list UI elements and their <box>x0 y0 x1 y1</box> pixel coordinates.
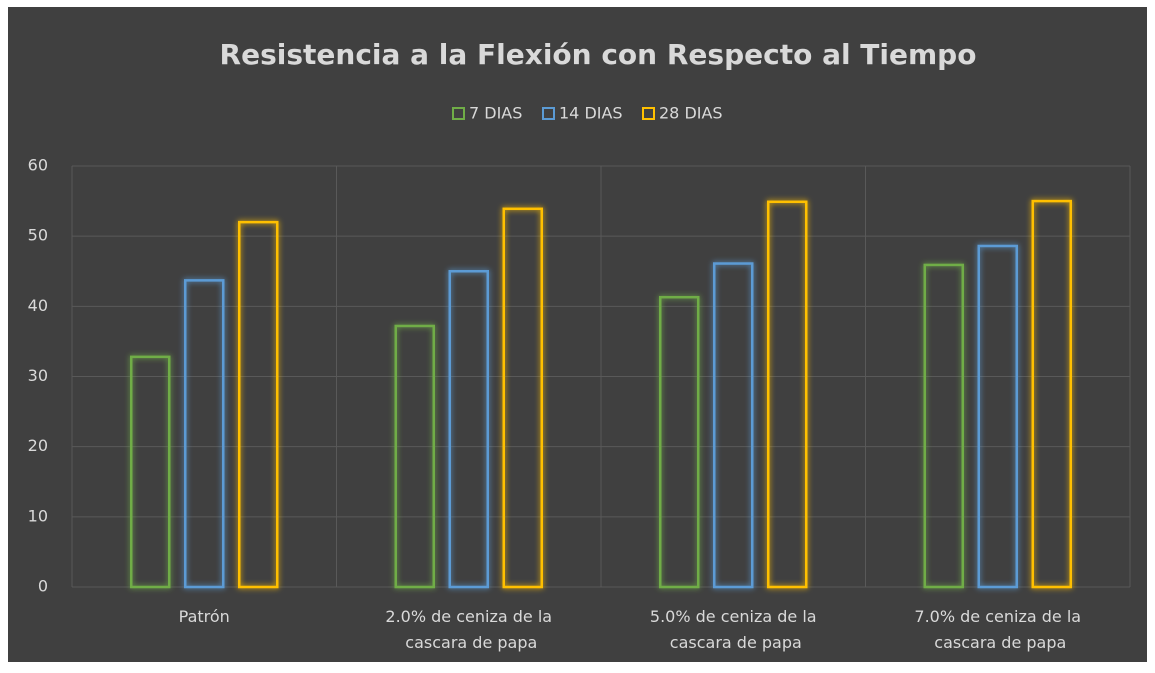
x-tick-label: Patrón <box>179 607 230 626</box>
bar <box>713 262 754 589</box>
bar <box>448 270 489 589</box>
chart-area <box>8 7 1147 662</box>
bar <box>767 200 808 589</box>
y-tick-label: 40 <box>28 296 48 315</box>
y-tick-label: 50 <box>28 226 48 245</box>
y-tick-label: 30 <box>28 366 48 385</box>
legend-label: 7 DIAS <box>469 104 522 123</box>
bar <box>1031 199 1072 589</box>
bar <box>394 324 435 589</box>
bar <box>130 355 171 589</box>
x-tick-label: 7.0% de ceniza de la cascara de papa <box>914 607 1081 652</box>
bar <box>184 279 225 589</box>
legend-label: 14 DIAS <box>559 104 623 123</box>
y-tick-label: 20 <box>28 436 48 455</box>
y-tick-label: 60 <box>28 156 48 175</box>
bar <box>923 263 964 589</box>
x-tick-label: 5.0% de ceniza de la cascara de papa <box>650 607 817 652</box>
bar <box>659 295 700 589</box>
bar <box>238 220 279 589</box>
chart-title: Resistencia a la Flexión con Respecto al… <box>220 38 977 71</box>
y-tick-label: 10 <box>28 506 48 525</box>
bar <box>977 244 1018 589</box>
legend-label: 28 DIAS <box>659 104 723 123</box>
legend-swatch <box>642 107 655 120</box>
y-tick-label: 0 <box>38 577 48 596</box>
x-tick-label: 2.0% de ceniza de la cascara de papa <box>385 607 552 652</box>
legend-swatch <box>452 107 465 120</box>
bar <box>502 207 543 589</box>
legend-swatch <box>542 107 555 120</box>
